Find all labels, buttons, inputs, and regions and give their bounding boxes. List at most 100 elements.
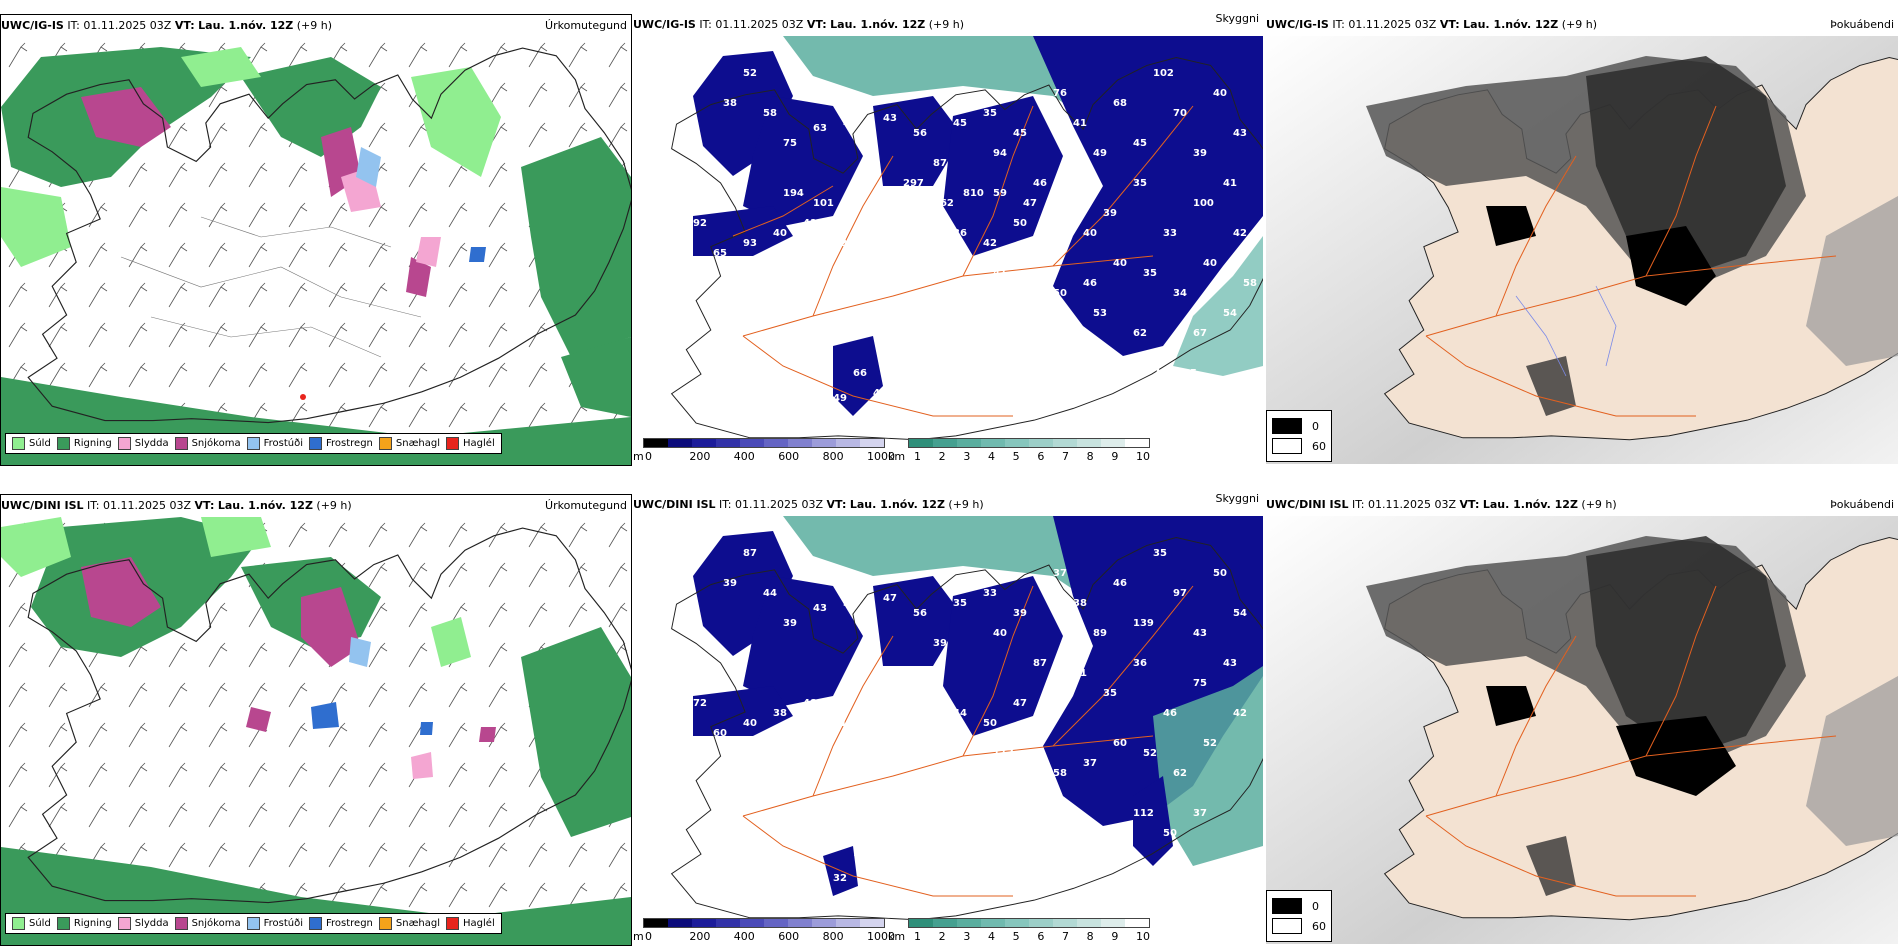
visibility-value-label: 44: [763, 588, 777, 599]
visibility-map: 68 87 39 44 39 43 35 40 47 56 39 35 33 40 39 87 37 38 89 46…: [633, 516, 1263, 926]
init-time: 01.11.2025 03Z: [1348, 18, 1437, 31]
visibility-value-label: 87: [1033, 658, 1047, 669]
precip-legend-item: Snæhagl: [378, 437, 440, 450]
visibility-value-label: 66: [853, 368, 867, 379]
visibility-value-label: 38: [773, 708, 787, 719]
precip-legend-label: Snjókoma: [191, 918, 241, 929]
visibility-value-label: 47: [1013, 698, 1027, 709]
precip-legend-label: Frostregn: [326, 918, 373, 929]
visibility-value-label: 35: [1143, 268, 1157, 279]
visibility-value-label: 42: [983, 238, 997, 249]
vt-label: VT:: [826, 498, 847, 511]
colorbar-tick: 3: [963, 450, 971, 463]
visibility-value-label: 43: [1223, 658, 1237, 669]
precip-legend-label: Snjókoma: [191, 438, 241, 449]
precip-legend-item: Frostúði: [246, 437, 303, 450]
visibility-value-label: 194: [783, 188, 804, 199]
visibility-value-label: 41: [833, 718, 847, 729]
model-name: UWC/DINI ISL: [1266, 498, 1349, 511]
visibility-value-label: 43: [1233, 128, 1247, 139]
visibility-panel-top: UWC/IG-IS IT: 01.11.2025 03Z VT: Lau. 1.…: [633, 14, 1263, 466]
colorbar-segment: [668, 919, 692, 927]
visibility-value-label: 87: [933, 158, 947, 169]
it-label: IT:: [719, 498, 732, 511]
colorbar-segment: [1125, 439, 1149, 447]
colorbar-tick: 10: [1136, 930, 1150, 943]
visibility-map: 57 52 38 58 75 63 45 38 43 56 87 45 35 94 45 46 76 41 49 68…: [633, 36, 1263, 446]
panel-header: UWC/DINI ISL IT: 01.11.2025 03Z VT: Lau.…: [1266, 494, 1898, 516]
colorbar-segment: [764, 439, 788, 447]
visibility-value-label: 54: [1233, 608, 1247, 619]
product-type: Úrkomutegund: [545, 19, 627, 32]
visibility-value-label: 46: [1113, 578, 1127, 589]
fog-legend-label: 60: [1312, 919, 1326, 933]
colorbar-segment: [1005, 919, 1029, 927]
visibility-value-label: 45: [1133, 138, 1147, 149]
fog-legend-row: 60: [1272, 916, 1326, 936]
product-type: Skyggni: [1215, 14, 1259, 25]
visibility-value-label: 59: [993, 188, 1007, 199]
colorbar-tick: 6: [1037, 450, 1045, 463]
valid-time: Lau. 1.nóv. 12Z: [1482, 498, 1578, 511]
visibility-value-label: 112: [1133, 808, 1154, 819]
visibility-value-label: 810: [963, 188, 984, 199]
colorbar-segment: [836, 919, 860, 927]
model-name: UWC/IG-IS: [1, 19, 64, 32]
visibility-value-label: 57: [1023, 758, 1037, 769]
ceiling-unit: m: [633, 450, 644, 463]
product-type: Þokuábendi: [1830, 18, 1894, 31]
fog-swatch: [1272, 898, 1302, 914]
visibility-value-label: 50: [983, 718, 997, 729]
visibility-value-label: 40: [743, 718, 757, 729]
visibility-value-label: 117: [993, 748, 1014, 759]
colorbar-segment: [957, 919, 981, 927]
visibility-value-label: 41: [1063, 328, 1077, 339]
precip-type-panel-top: UWC/IG-IS IT: 01.11.2025 03Z VT: Lau. 1.…: [0, 14, 632, 466]
precip-swatch: [56, 917, 70, 930]
colorbar-tick: 1: [914, 930, 921, 943]
visibility-panel-bottom: UWC/DINI ISL IT: 01.11.2025 03Z VT: Lau.…: [633, 494, 1263, 946]
it-label: IT:: [87, 499, 100, 512]
visibility-value-label: 35: [983, 108, 997, 119]
visibility-value-label: 41: [993, 268, 1007, 279]
precip-legend-item: Slydda: [117, 917, 169, 930]
colorbar-segment: [788, 439, 812, 447]
visibility-value-label: 41: [873, 388, 887, 399]
precip-legend-label: Slydda: [134, 918, 169, 929]
colorbar-segment: [644, 919, 668, 927]
visibility-value-label: 48: [1043, 228, 1057, 239]
visibility-value-label: 43: [883, 113, 897, 124]
visibility-value-label: 37: [1193, 808, 1207, 819]
visibility-value-label: 38: [723, 98, 737, 109]
visibility-value-label: 45: [843, 118, 857, 129]
visibility-value-label: 262: [933, 198, 954, 209]
init-time: 01.11.2025 03Z: [1368, 498, 1457, 511]
fog-legend: 0 60: [1266, 890, 1332, 942]
fog-legend: 0 60: [1266, 410, 1332, 462]
model-name: UWC/IG-IS: [1266, 18, 1329, 31]
valid-time: Lau. 1.nóv. 12Z: [1463, 18, 1559, 31]
visibility-value-label: 87: [743, 548, 757, 559]
lead-time: (+9 h): [1581, 498, 1617, 511]
visibility-value-label: 52: [1203, 738, 1217, 749]
lead-time: (+9 h): [928, 18, 965, 31]
precip-map: [1, 517, 631, 945]
visibility-value-label: 40: [863, 708, 877, 719]
precip-swatch: [446, 437, 460, 450]
colorbar-tick: 400: [733, 450, 755, 463]
precip-legend-label: Súld: [29, 438, 51, 449]
panel-header: UWC/IG-IS IT: 01.11.2025 03Z VT: Lau. 1.…: [633, 14, 1263, 36]
visibility-value-label: 47: [1023, 198, 1037, 209]
colorbar-tick: 6: [1037, 930, 1045, 943]
colorbar-segment: [788, 919, 812, 927]
visibility-value-label: 39: [1013, 608, 1027, 619]
fog-map: [1266, 516, 1898, 944]
visibility-value-label: 40: [993, 628, 1007, 639]
vt-label: VT:: [1459, 498, 1480, 511]
visibility-value-label: 46: [1163, 708, 1177, 719]
visibility-value-label: 76: [1053, 88, 1067, 99]
colorbar-tick: 7: [1062, 450, 1069, 463]
visibility-value-label: 93: [743, 238, 757, 249]
visibility-value-label: 56: [913, 128, 927, 139]
precip-swatch: [174, 437, 188, 450]
